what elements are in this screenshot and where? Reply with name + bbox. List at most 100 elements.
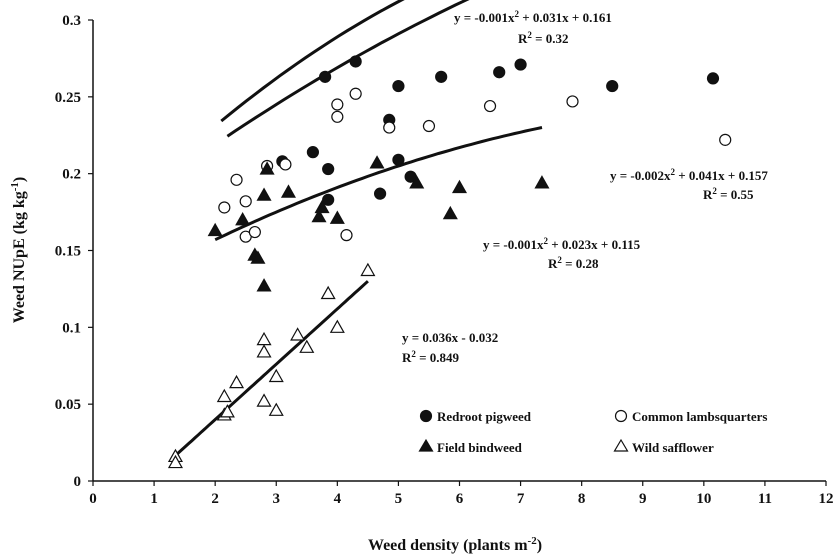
y-tick-label: 0.15 [55, 244, 81, 260]
data-point [256, 393, 272, 407]
legend-marker-triangle-open [613, 438, 629, 452]
data-point [442, 205, 458, 220]
x-tick-label: 1 [150, 491, 158, 507]
svg-text:R2 = 0.28: R2 = 0.28 [548, 255, 599, 271]
data-point [514, 58, 527, 71]
data-point [566, 95, 579, 108]
data-point [392, 79, 405, 93]
y-tick-label: 0.1 [62, 320, 81, 336]
x-tick-label: 4 [334, 491, 342, 507]
data-point [314, 199, 330, 214]
y-axis-title: Weed NUpE (kg kg-1) [9, 177, 28, 324]
svg-text:R2 = 0.55: R2 = 0.55 [703, 186, 754, 202]
data-point [229, 374, 245, 389]
legend-item-safflower: Wild safflower [613, 438, 714, 455]
data-point [369, 155, 385, 169]
x-axis-title-sup: -2 [528, 535, 538, 547]
data-point [167, 454, 183, 469]
data-point [256, 278, 272, 292]
x-tick-label: 11 [758, 491, 772, 507]
data-point [319, 70, 332, 83]
series-circle-open [218, 87, 732, 243]
legend-label: Redroot pigweed [437, 409, 532, 424]
x-tick-label: 8 [578, 491, 586, 507]
x-tick-label: 10 [696, 491, 711, 507]
y-axis-title-sup: -1 [9, 182, 21, 191]
equation-lambsquarters: y = -0.002x2 + 0.041x + 0.157 R2 = 0.55 [610, 167, 768, 202]
svg-text:y = 0.036x - 0.032: y = 0.036x - 0.032 [402, 330, 498, 345]
data-point [279, 158, 292, 171]
data-point [250, 250, 266, 264]
data-point [349, 55, 362, 68]
data-point [219, 404, 235, 418]
svg-text:y = -0.001x2 + 0.031x + 0.161: y = -0.001x2 + 0.031x + 0.161 [454, 9, 612, 25]
x-tick-label: 9 [639, 491, 647, 507]
legend-item-lambsquarters: Common lambsquarters [614, 409, 767, 424]
data-point [349, 87, 362, 100]
data-point [230, 173, 243, 186]
x-tick-label: 12 [819, 491, 834, 507]
data-point [383, 121, 396, 134]
trendline-triangle-open [171, 280, 369, 460]
legend: Redroot pigweed Common lambsquarters Fie… [418, 409, 767, 455]
data-point [322, 162, 335, 176]
series-triangle-open [167, 262, 376, 469]
x-axis-title: Weed density (plants m-2) [368, 535, 542, 554]
svg-text:y = -0.001x2 + 0.023x + 0.115: y = -0.001x2 + 0.023x + 0.115 [483, 236, 641, 252]
data-point [259, 161, 275, 175]
data-point [493, 66, 506, 79]
trendline-circle-filled [226, 0, 470, 138]
data-point [329, 319, 345, 333]
y-tick-label: 0.2 [62, 167, 81, 183]
svg-text:R2 = 0.849: R2 = 0.849 [402, 349, 460, 365]
legend-marker-circle-open [614, 409, 628, 423]
data-point [534, 175, 550, 189]
equation-safflower: y = 0.036x - 0.032 R2 = 0.849 [402, 330, 498, 365]
data-point [329, 210, 345, 224]
data-point [392, 153, 405, 166]
data-point [299, 339, 315, 353]
legend-label: Wild safflower [632, 440, 714, 455]
data-point [216, 388, 232, 403]
equation-bindweed: y = -0.001x2 + 0.023x + 0.115 R2 = 0.28 [483, 236, 641, 271]
data-point [311, 208, 327, 223]
svg-text:y = -0.002x2 + 0.041x + 0.157: y = -0.002x2 + 0.041x + 0.157 [610, 167, 768, 183]
x-tick-label: 6 [456, 491, 464, 507]
data-point [331, 98, 344, 111]
x-tick-label: 0 [89, 491, 97, 507]
data-point [256, 331, 272, 346]
y-tick-label: 0 [74, 474, 82, 490]
data-point [218, 201, 231, 214]
data-point [373, 187, 387, 200]
data-point [606, 79, 619, 93]
data-point [248, 225, 261, 239]
y-tick-label: 0.05 [55, 397, 81, 413]
data-point [207, 222, 223, 237]
data-point [719, 133, 732, 146]
legend-item-bindweed: Field bindweed [418, 438, 523, 455]
legend-item-redroot: Redroot pigweed [419, 409, 532, 424]
data-point [268, 368, 284, 383]
legend-marker-circle-filled [419, 409, 433, 423]
x-tick-label: 7 [517, 491, 525, 507]
equation-redroot: y = -0.001x2 + 0.031x + 0.161 R2 = 0.32 [454, 9, 612, 46]
data-point [320, 285, 336, 300]
data-point [422, 119, 436, 133]
series-triangle-filled [207, 155, 550, 292]
data-point [306, 146, 319, 159]
y-tick-label: 0.3 [62, 13, 81, 29]
data-point [235, 212, 251, 226]
data-point [322, 193, 335, 206]
x-tick-label: 5 [395, 491, 403, 507]
data-point [706, 72, 720, 85]
data-point [256, 344, 272, 358]
trendline-triangle-filled [214, 126, 543, 242]
data-point [331, 110, 344, 123]
data-point [360, 262, 376, 277]
data-point [340, 229, 353, 242]
x-tick-label: 2 [211, 491, 219, 507]
data-point [451, 179, 468, 194]
y-tick-label: 0.25 [55, 90, 81, 106]
data-point [483, 99, 497, 113]
legend-label: Common lambsquarters [632, 409, 767, 424]
